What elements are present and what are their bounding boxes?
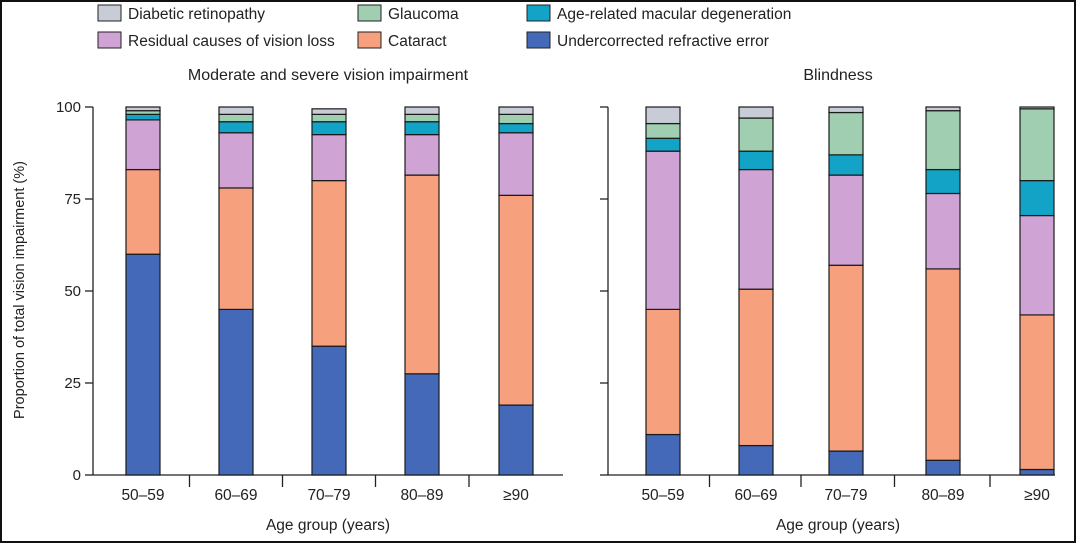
bar-segment-glaucoma-60-69 <box>218 113 254 123</box>
x-tick-label: ≥90 <box>1024 487 1050 504</box>
bar-segment-residual-causes-of-vision-loss-80-89 <box>404 134 440 176</box>
bar-segment-glaucoma-90 <box>1019 108 1055 182</box>
bar-segment-glaucoma-70-79 <box>311 113 347 123</box>
legend-label-cataract: Cataract <box>388 33 447 50</box>
bar-segment-age-related-macular-degeneration-70-79 <box>311 121 347 136</box>
bar-segment-residual-causes-of-vision-loss-50-59 <box>645 150 681 311</box>
bar-segment-cataract-90 <box>498 194 534 406</box>
x-tick-label: 80–89 <box>400 487 443 504</box>
bar-segment-cataract-70-79 <box>828 264 864 452</box>
bar-segment-undercorrected-refractive-error-90 <box>498 404 534 476</box>
x-tick-label: 50–59 <box>641 487 684 504</box>
bar-segment-residual-causes-of-vision-loss-70-79 <box>311 134 347 182</box>
legend-label-glaucoma: Glaucoma <box>388 6 459 23</box>
x-tick-label: ≥90 <box>503 487 529 504</box>
bar-segment-glaucoma-60-69 <box>738 117 774 152</box>
bar-segment-residual-causes-of-vision-loss-60-69 <box>218 132 254 189</box>
bar-segment-undercorrected-refractive-error-90 <box>1019 468 1055 476</box>
bar-segment-undercorrected-refractive-error-60-69 <box>218 308 254 476</box>
x-tick-label: 60–69 <box>734 487 777 504</box>
bar-segment-cataract-80-89 <box>404 174 440 375</box>
bar-segment-age-related-macular-degeneration-60-69 <box>218 121 254 134</box>
x-tick-label: 60–69 <box>214 487 257 504</box>
bar-segment-residual-causes-of-vision-loss-60-69 <box>738 168 774 290</box>
x-tick-label: 70–79 <box>307 487 350 504</box>
y-tick-label: 25 <box>64 375 81 392</box>
bar-segment-cataract-50-59 <box>125 168 161 255</box>
legend-swatch-cataract <box>357 31 382 49</box>
x-tick-label: 50–59 <box>121 487 164 504</box>
bar-segment-diabetic-retinopathy-60-69 <box>218 106 254 115</box>
bar-segment-diabetic-retinopathy-80-89 <box>925 106 961 112</box>
bar-segment-age-related-macular-degeneration-60-69 <box>738 150 774 171</box>
bar-segment-undercorrected-refractive-error-80-89 <box>404 373 440 476</box>
bar-segment-cataract-90 <box>1019 314 1055 471</box>
bar-segment-diabetic-retinopathy-70-79 <box>828 106 864 114</box>
bar-segment-age-related-macular-degeneration-90 <box>498 122 534 134</box>
x-axis-label: Age group (years) <box>776 517 900 534</box>
bar-segment-age-related-macular-degeneration-90 <box>1019 180 1055 217</box>
bar-segment-diabetic-retinopathy-50-59 <box>645 106 681 125</box>
legend-label-undercorrected-refractive-error: Undercorrected refractive error <box>557 33 769 50</box>
bar-segment-undercorrected-refractive-error-70-79 <box>311 345 347 476</box>
panel-title: Blindness <box>803 67 872 84</box>
bar-segment-age-related-macular-degeneration-50-59 <box>125 113 161 121</box>
bar-segment-age-related-macular-degeneration-70-79 <box>828 154 864 176</box>
panel-moderate-severe: Moderate and severe vision impairment 0 25… <box>56 67 563 534</box>
panel-blindness: Blindness 50–59 60–69 70–79 80–89 ≥90 Age grou… <box>600 67 1055 534</box>
bar-segment-cataract-50-59 <box>645 308 681 436</box>
bar-segment-undercorrected-refractive-error-70-79 <box>828 450 864 476</box>
legend-swatch-residual-causes-of-vision-loss <box>97 31 122 49</box>
bar-segment-diabetic-retinopathy-70-79 <box>311 108 347 115</box>
bar-segment-glaucoma-80-89 <box>404 113 440 123</box>
bar-segment-age-related-macular-degeneration-50-59 <box>645 137 681 152</box>
x-tick-label: 80–89 <box>921 487 964 504</box>
bar-segment-cataract-60-69 <box>218 187 254 311</box>
bar-segment-residual-causes-of-vision-loss-50-59 <box>125 119 161 171</box>
y-axis-label: Proportion of total vision impairment (%… <box>12 161 28 419</box>
y-tick-label: 50 <box>64 283 81 300</box>
bar-segment-glaucoma-80-89 <box>925 110 961 171</box>
bar-segment-diabetic-retinopathy-50-59 <box>125 106 161 112</box>
bar-segment-undercorrected-refractive-error-60-69 <box>738 444 774 476</box>
legend-label-residual-causes-of-vision-loss: Residual causes of vision loss <box>128 33 335 50</box>
legend-label-age-related-macular-degeneration: Age-related macular degeneration <box>557 6 791 23</box>
panel-title: Moderate and severe vision impairment <box>188 67 469 84</box>
bar-segment-cataract-80-89 <box>925 268 961 461</box>
bar-segment-age-related-macular-degeneration-80-89 <box>404 121 440 136</box>
bar-segment-residual-causes-of-vision-loss-80-89 <box>925 192 961 270</box>
bar-segment-undercorrected-refractive-error-50-59 <box>645 433 681 476</box>
bar-segment-glaucoma-90 <box>498 113 534 125</box>
y-tick-label: 100 <box>56 99 81 116</box>
legend-swatch-undercorrected-refractive-error <box>526 31 551 49</box>
bar-segment-glaucoma-70-79 <box>828 111 864 156</box>
bar-segment-glaucoma-50-59 <box>645 122 681 139</box>
bar-segment-undercorrected-refractive-error-50-59 <box>125 253 161 476</box>
bar-segment-residual-causes-of-vision-loss-70-79 <box>828 174 864 266</box>
bar-segment-diabetic-retinopathy-60-69 <box>738 106 774 119</box>
bar-segment-age-related-macular-degeneration-80-89 <box>925 168 961 195</box>
bar-segment-cataract-70-79 <box>311 180 347 347</box>
bar-segment-diabetic-retinopathy-90 <box>498 106 534 115</box>
legend: Diabetic retinopathy Glaucoma Age-related … <box>97 4 791 50</box>
legend-swatch-glaucoma <box>357 4 382 22</box>
legend-label-diabetic-retinopathy: Diabetic retinopathy <box>128 6 265 23</box>
bar-segment-diabetic-retinopathy-80-89 <box>404 106 440 115</box>
legend-swatch-age-related-macular-degeneration <box>526 4 551 22</box>
bar-segment-cataract-60-69 <box>738 288 774 447</box>
x-axis-label: Age group (years) <box>266 517 390 534</box>
bar-segment-residual-causes-of-vision-loss-90 <box>1019 214 1055 316</box>
bar-segment-undercorrected-refractive-error-80-89 <box>925 459 961 476</box>
bar-segment-diabetic-retinopathy-90 <box>1019 106 1055 110</box>
y-tick-label: 75 <box>64 191 81 208</box>
legend-swatch-diabetic-retinopathy <box>97 4 122 22</box>
bar-segment-residual-causes-of-vision-loss-90 <box>498 132 534 196</box>
x-tick-label: 70–79 <box>824 487 867 504</box>
y-tick-label: 0 <box>73 467 81 484</box>
